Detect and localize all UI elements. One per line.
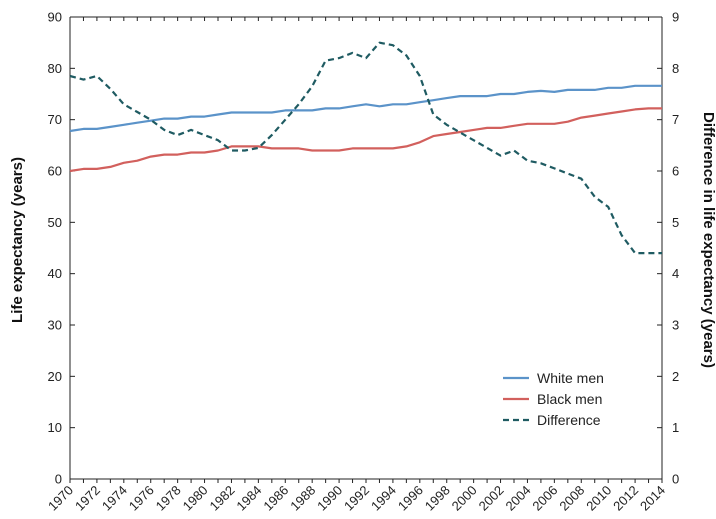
left-y-tick-label: 0 [55,472,62,487]
series-line-black-men [69,107,662,173]
x-axis-ticks: 1970197219741976197819801982198419861988… [45,17,668,514]
series-line-difference [69,41,662,255]
right-y-tick-label: 9 [672,10,679,25]
x-tick-label: 1988 [287,483,318,514]
left-y-axis-title: Life expectancy (years) [9,157,26,323]
right-y-tick-label: 0 [672,472,679,487]
x-tick-label: 1980 [180,483,211,514]
right-y-axis-ticks: 0 1 2 3 4 5 6 7 8 9 [657,10,679,487]
left-y-tick-label: 20 [48,369,62,384]
left-y-tick-label: 80 [48,61,62,76]
right-y-axis-title: Difference in life expectancy (years) [700,112,716,368]
right-y-tick-label: 5 [672,215,679,230]
right-y-tick-label: 1 [672,420,679,435]
x-tick-label: 1984 [233,483,264,514]
x-tick-label: 2008 [556,483,587,514]
x-tick-label: 2006 [529,483,560,514]
x-tick-label: 1994 [368,483,399,514]
axes [69,16,663,480]
x-tick-label: 1982 [207,483,238,514]
left-y-tick-label: 30 [48,318,62,333]
x-tick-label: 2000 [449,483,480,514]
legend-label: Difference [537,412,601,428]
left-y-tick-label: 40 [48,266,62,281]
series-lines [69,41,662,255]
x-tick-label: 2014 [637,483,668,514]
series-line-white-men [69,84,662,133]
left-y-tick-label: 50 [48,215,62,230]
left-y-tick-label: 90 [48,10,62,25]
x-tick-label: 2012 [610,483,641,514]
right-y-tick-label: 4 [672,266,679,281]
x-tick-label: 1998 [422,483,453,514]
right-y-tick-label: 8 [672,61,679,76]
legend-label: White men [537,370,604,386]
x-tick-label: 2004 [503,483,534,514]
left-y-tick-label: 70 [48,112,62,127]
x-tick-label: 1990 [314,483,345,514]
x-tick-label: 2010 [583,483,614,514]
x-tick-label: 1978 [153,483,184,514]
x-tick-label: 1970 [45,483,76,514]
left-y-axis-ticks: 0 10 20 30 40 50 60 70 80 90 [48,10,75,487]
legend-label: Black men [537,391,602,407]
left-y-tick-label: 60 [48,164,62,179]
x-tick-label: 1974 [99,483,130,514]
x-tick-label: 1972 [72,483,103,514]
x-tick-label: 1996 [395,483,426,514]
x-tick-label: 1992 [341,483,372,514]
right-y-tick-label: 3 [672,318,679,333]
left-y-tick-label: 10 [48,420,62,435]
right-y-tick-label: 7 [672,112,679,127]
x-tick-label: 1986 [260,483,291,514]
legend: White men Black men Difference [503,370,604,428]
x-tick-label: 1976 [126,483,157,514]
right-y-tick-label: 6 [672,164,679,179]
x-tick-label: 2002 [476,483,507,514]
right-y-tick-label: 2 [672,369,679,384]
